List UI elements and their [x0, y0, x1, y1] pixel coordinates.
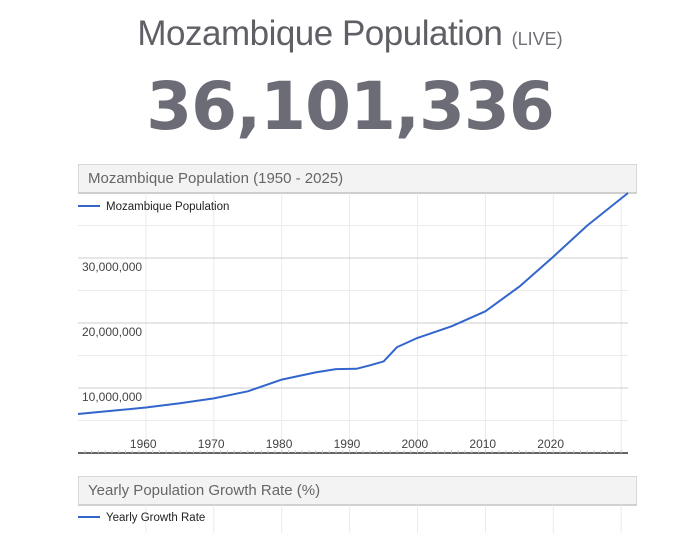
- legend-label: Mozambique Population: [106, 201, 229, 213]
- x-tick-label: 2000: [402, 437, 429, 451]
- y-tick-label: 20,000,000: [82, 325, 142, 339]
- population-series-line: [77, 192, 629, 415]
- x-tick-label: 2020: [537, 437, 564, 451]
- y-tick-label: 30,000,000: [82, 260, 142, 274]
- live-label: (LIVE): [511, 29, 563, 49]
- population-counter: 36,101,336: [146, 68, 555, 145]
- x-tick-label: 1970: [198, 437, 225, 451]
- page-title: Mozambique Population (LIVE): [0, 14, 700, 54]
- y-tick-label: 10,000,000: [82, 390, 142, 404]
- x-tick-label: 1980: [266, 437, 293, 451]
- growth-chart-header: Yearly Population Growth Rate (%): [78, 476, 637, 506]
- growth-legend-label: Yearly Growth Rate: [106, 512, 205, 524]
- title-text: Mozambique Population: [137, 14, 503, 53]
- population-chart-header: Mozambique Population (1950 - 2025): [78, 164, 637, 194]
- x-tick-label: 1990: [334, 437, 361, 451]
- x-tick-label: 1960: [130, 437, 157, 451]
- x-tick-label: 2010: [469, 437, 496, 451]
